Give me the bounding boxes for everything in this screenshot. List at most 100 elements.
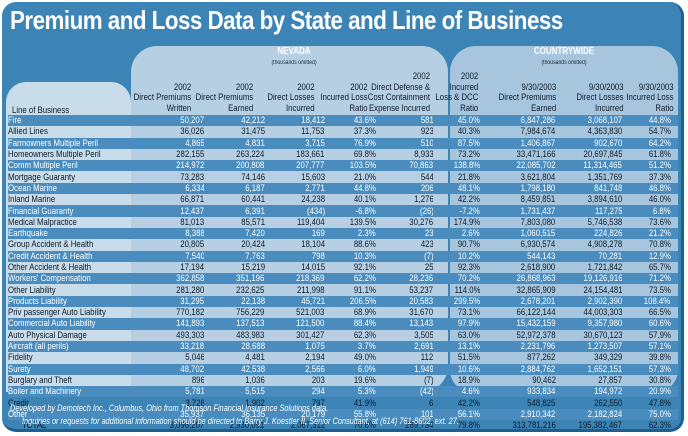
value-cell: 32,865,909	[516, 284, 556, 296]
spacer-cell	[480, 397, 487, 408]
spacer-cell	[480, 375, 487, 386]
value-cell: 73.1%	[457, 307, 481, 319]
value-cell: -6.8%	[324, 205, 376, 217]
spacer-cell	[480, 262, 487, 273]
value-cell: 6,391	[204, 205, 265, 217]
value-cell: 923	[420, 126, 434, 138]
value-cell: 61.8%	[648, 149, 671, 161]
value-cell: 1,721,842	[587, 262, 623, 273]
value-cell: 88.4%	[324, 318, 376, 330]
value-cell: 12,437	[140, 205, 205, 217]
table-row: Group Accident & Health 20,805 20,424 18,10…	[8, 239, 678, 250]
spacer-cell	[480, 126, 487, 137]
value-cell: 27,857	[598, 374, 623, 386]
table-row: Boiler and Machinery 5,781 5,515 294 5.3% (42…	[8, 386, 678, 398]
value-cell: 50,207	[140, 115, 205, 127]
value-cell: 47.8%	[648, 397, 671, 409]
value-cell: 206	[375, 182, 434, 195]
line-of-business-header: Line of Business	[12, 105, 70, 116]
value-cell: 4,831	[204, 137, 265, 149]
line-of-business-cell: Farmowners Multiple Peril	[8, 137, 141, 149]
table-row: Other Liability 281,280 232,625 211,998 91.1…	[8, 284, 678, 296]
value-cell: 2,884,762	[487, 363, 556, 375]
table-row: Credit Accident & Health 7,540 7,763 798 10.…	[8, 250, 678, 262]
value-cell: 51.5%	[457, 352, 481, 364]
table-row: Credit 3,726 1,902 797 41.9% 6 42.2% 548,825 262…	[8, 397, 678, 409]
value-cell: 2,182,824	[555, 408, 623, 421]
line-of-business-cell: Other	[8, 408, 141, 421]
spacer-cell	[670, 386, 678, 398]
spacer-cell	[671, 307, 678, 318]
value-cell: 282,155	[176, 149, 205, 161]
value-cell: 35,937	[140, 408, 205, 421]
footer-contact: Inquiries or requests for additional inf…	[22, 416, 459, 426]
value-cell: 232,625	[236, 284, 265, 296]
value-cell: 841,748	[555, 182, 623, 195]
value-cell: 53,237	[409, 284, 434, 296]
table-row: Other 35,937 36,135 20,179 55.8% 101 56.1% 2,91…	[8, 408, 678, 421]
value-cell: 896	[191, 374, 205, 386]
value-cell: 62.3%	[648, 420, 671, 432]
spacer-cell	[480, 284, 487, 295]
value-cell: 90.7%	[457, 239, 481, 251]
countrywide-group-sublabel: (thousands omitted)	[541, 60, 587, 66]
value-cell: 1,351,769	[587, 171, 623, 183]
value-cell: 4.6%	[433, 386, 481, 398]
value-cell: 3,894,610	[587, 194, 623, 206]
table-row: Fidelity 5,046 4,481 2,194 49.0% 112 51.5% 877,…	[8, 352, 678, 363]
value-cell: 62.2%	[324, 273, 376, 285]
value-cell: 3,505	[413, 329, 434, 341]
spacer-cell	[670, 273, 678, 285]
value-cell: 218,369	[264, 273, 325, 285]
value-cell: 20,583	[375, 295, 434, 308]
value-cell: 90,462	[531, 374, 556, 386]
value-cell: 87.5%	[433, 137, 481, 149]
spacer-cell	[670, 115, 678, 127]
value-cell: 544	[420, 171, 434, 183]
value-cell: 44.8%	[622, 115, 671, 127]
value-cell: 92.1%	[353, 262, 376, 273]
value-cell: 31,475	[240, 126, 265, 138]
value-cell: 14,015	[300, 262, 325, 273]
spacer-cell	[480, 115, 488, 127]
value-cell: 141,893	[140, 318, 205, 330]
value-cell: 2,691	[375, 340, 434, 353]
value-cell: 45.0%	[433, 115, 481, 127]
value-cell: 30,670,123	[583, 329, 623, 341]
value-cell: 797	[311, 397, 325, 409]
nevada-group-sublabel: (thousands omitted)	[271, 60, 317, 66]
line-of-business-cell: Fire	[8, 115, 141, 127]
table-row: Surety 48,702 42,538 2,566 6.0% 1,949 10.6% 2,8…	[8, 363, 678, 375]
line-of-business-cell: Medical Malpractice	[8, 216, 77, 228]
value-cell: 521,003	[296, 307, 325, 319]
spacer-cell	[480, 250, 488, 262]
table-row: Auto Physical Damage 493,303 483,983 301,42…	[8, 330, 678, 341]
line-of-business-cell: Allied Lines	[8, 126, 48, 138]
value-cell: 36,135	[204, 408, 265, 421]
value-cell: 4,865	[140, 137, 205, 149]
value-cell: 1,798,180	[487, 182, 556, 195]
value-cell: 44,003,303	[583, 307, 623, 319]
value-cell: 71.2%	[622, 273, 671, 285]
line-of-business-cell: Burglary and Theft	[8, 374, 72, 386]
value-cell: 174.9%	[453, 216, 481, 228]
value-cell: 13,143	[375, 318, 434, 330]
line-of-business-cell: Group Accident & Health	[8, 239, 94, 251]
value-cell: 11,753	[301, 126, 325, 138]
spacer-cell	[671, 171, 678, 182]
table-frame: Premium and Loss Data by State and Line …	[2, 2, 684, 432]
value-cell: 63.0%	[457, 329, 481, 341]
nevada-panel	[131, 46, 448, 392]
value-cell: 70,281	[555, 250, 623, 262]
value-cell: 12.9%	[622, 250, 671, 262]
value-cell: 1,652,151	[555, 363, 623, 375]
value-cell: 22,085,702	[487, 160, 556, 172]
spacer-cell	[671, 284, 678, 295]
value-cell: 24,154,481	[583, 284, 623, 296]
spacer-cell	[480, 340, 488, 353]
value-cell: 2,618,900	[521, 262, 556, 273]
value-cell: 21.0%	[353, 171, 376, 183]
value-cell: 224,826	[555, 227, 623, 240]
value-cell: 79.8%	[457, 420, 481, 432]
column-header: 9/30/2003 Incurred Loss Ratio	[626, 81, 674, 114]
